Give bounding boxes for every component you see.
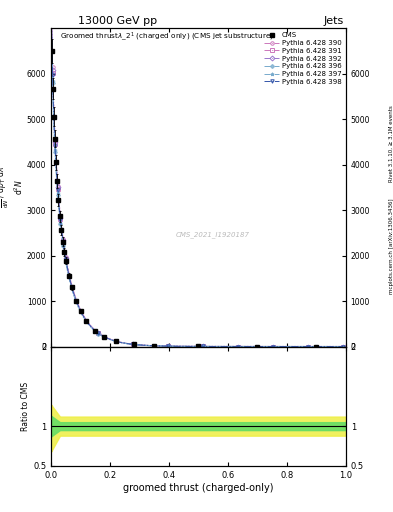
Text: Groomed thrust$\lambda\_2^{1}$ (charged only) (CMS jet substructure): Groomed thrust$\lambda\_2^{1}$ (charged … — [60, 30, 274, 42]
Legend: CMS, Pythia 6.428 390, Pythia 6.428 391, Pythia 6.428 392, Pythia 6.428 396, Pyt: CMS, Pythia 6.428 390, Pythia 6.428 391,… — [261, 30, 344, 88]
X-axis label: groomed thrust (charged-only): groomed thrust (charged-only) — [123, 482, 274, 493]
Text: 13000 GeV pp: 13000 GeV pp — [78, 16, 158, 27]
Text: Jets: Jets — [323, 16, 344, 27]
Y-axis label: $\frac{1}{\mathrm{d}N}$ / $\mathrm{d}p_{T}$ $\mathrm{d}\lambda$
$\mathrm{d}^{2}N: $\frac{1}{\mathrm{d}N}$ / $\mathrm{d}p_{… — [0, 166, 25, 208]
Text: Rivet 3.1.10, ≥ 3.1M events: Rivet 3.1.10, ≥ 3.1M events — [389, 105, 393, 182]
Text: mcplots.cern.ch [arXiv:1306.3436]: mcplots.cern.ch [arXiv:1306.3436] — [389, 198, 393, 293]
Text: CMS_2021_I1920187: CMS_2021_I1920187 — [176, 232, 250, 239]
Y-axis label: Ratio to CMS: Ratio to CMS — [21, 381, 30, 431]
